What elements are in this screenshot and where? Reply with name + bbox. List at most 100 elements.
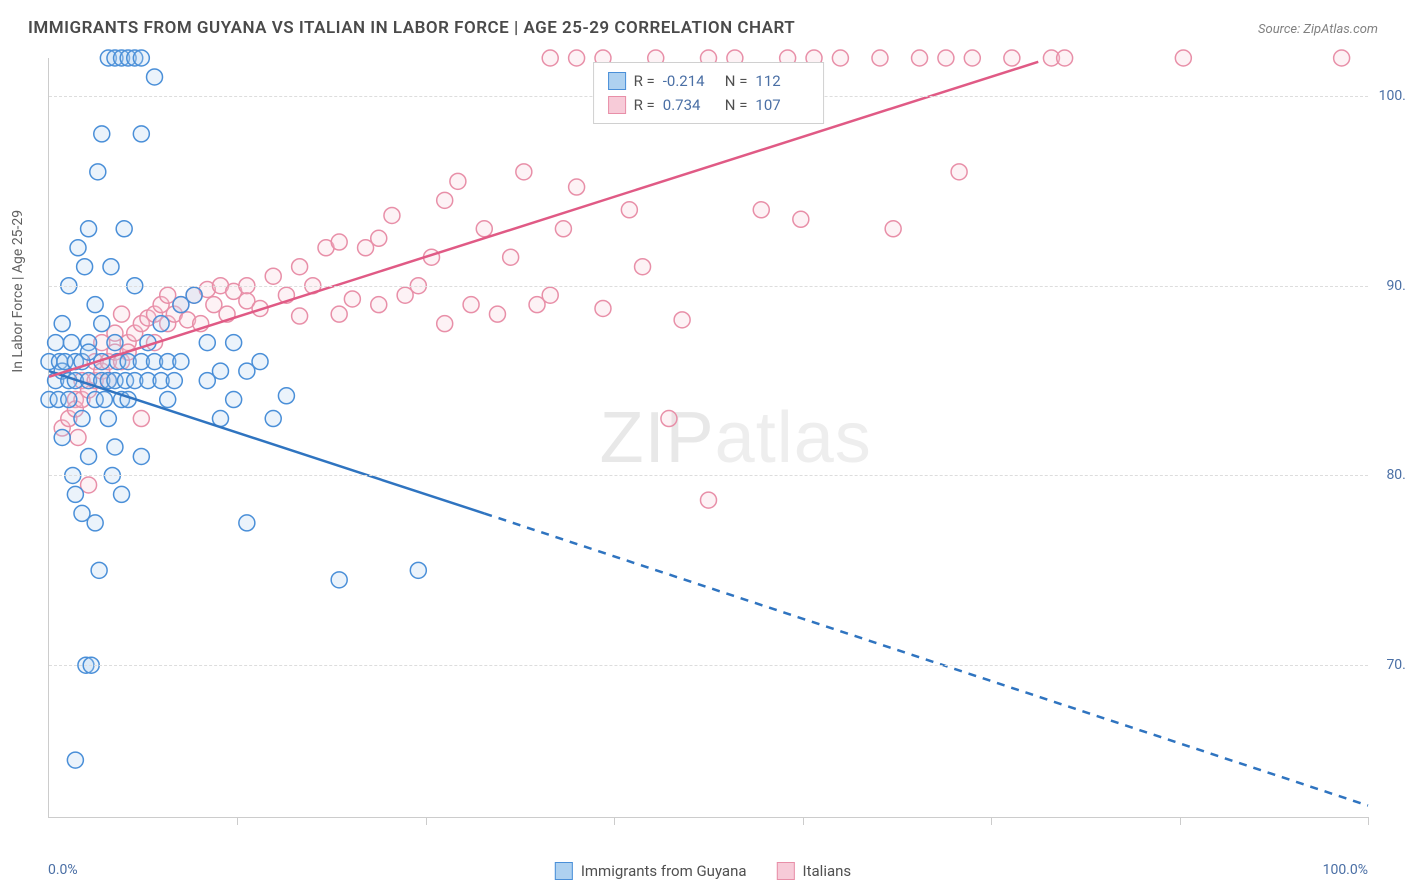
- data-point: [331, 306, 347, 322]
- data-point: [331, 572, 347, 588]
- data-point: [674, 312, 690, 328]
- data-point: [265, 411, 281, 427]
- data-point: [67, 486, 83, 502]
- source-label: Source: ZipAtlas.com: [1258, 22, 1378, 37]
- data-point: [48, 335, 64, 351]
- data-point: [384, 207, 400, 223]
- data-point: [872, 50, 888, 66]
- x-tick: [1368, 817, 1369, 825]
- data-point: [63, 335, 79, 351]
- data-point: [173, 354, 189, 370]
- y-tick-label: 100.0%: [1379, 88, 1406, 104]
- data-point: [292, 308, 308, 324]
- y-tick-label: 90.0%: [1386, 278, 1406, 294]
- data-point: [133, 126, 149, 142]
- data-point: [133, 411, 149, 427]
- data-point: [67, 752, 83, 768]
- data-point: [542, 50, 558, 66]
- data-point: [226, 392, 242, 408]
- data-point: [292, 259, 308, 275]
- chart-plot-area: ZIPatlas R = -0.214 N = 112 R = 0.734 N …: [48, 58, 1368, 818]
- r-label: R =: [634, 69, 655, 93]
- data-point: [103, 259, 119, 275]
- data-point: [463, 297, 479, 313]
- data-point: [166, 373, 182, 389]
- data-point: [70, 240, 86, 256]
- data-point: [938, 50, 954, 66]
- data-point: [77, 259, 93, 275]
- data-point: [74, 411, 90, 427]
- data-point: [116, 221, 132, 237]
- data-point: [94, 126, 110, 142]
- n-value-guyana: 112: [755, 69, 809, 93]
- data-point: [450, 173, 466, 189]
- data-point: [94, 316, 110, 332]
- data-point: [569, 50, 585, 66]
- data-point: [476, 221, 492, 237]
- data-point: [489, 306, 505, 322]
- n-value-italians: 107: [755, 93, 809, 117]
- data-point: [114, 306, 130, 322]
- data-point: [133, 448, 149, 464]
- data-point: [153, 316, 169, 332]
- data-point: [542, 287, 558, 303]
- data-point: [1004, 50, 1020, 66]
- gridline: [49, 475, 1368, 476]
- r-value-italians: 0.734: [663, 93, 717, 117]
- data-point: [133, 50, 149, 66]
- data-point: [595, 300, 611, 316]
- trend-line-extrapolated: [484, 513, 1368, 805]
- data-point: [753, 202, 769, 218]
- data-point: [81, 448, 97, 464]
- legend-label-italians: Italians: [803, 862, 852, 880]
- data-point: [226, 335, 242, 351]
- data-point: [90, 164, 106, 180]
- data-point: [61, 392, 77, 408]
- data-point: [331, 234, 347, 250]
- data-point: [87, 515, 103, 531]
- x-tick: [991, 817, 992, 825]
- data-point: [437, 192, 453, 208]
- x-tick: [426, 817, 427, 825]
- data-point: [621, 202, 637, 218]
- data-point: [54, 430, 70, 446]
- data-point: [265, 268, 281, 284]
- scatter-svg: [49, 58, 1368, 817]
- x-axis-min-label: 0.0%: [48, 862, 78, 878]
- data-point: [701, 492, 717, 508]
- swatch-italians-icon: [608, 96, 626, 114]
- data-point: [832, 50, 848, 66]
- data-point: [344, 291, 360, 307]
- x-tick: [614, 817, 615, 825]
- data-point: [239, 515, 255, 531]
- data-point: [371, 230, 387, 246]
- x-tick: [1180, 817, 1181, 825]
- data-point: [1057, 50, 1073, 66]
- data-point: [1175, 50, 1191, 66]
- data-point: [371, 297, 387, 313]
- data-point: [252, 354, 268, 370]
- gridline: [49, 665, 1368, 666]
- data-point: [555, 221, 571, 237]
- data-point: [437, 316, 453, 332]
- data-point: [410, 562, 426, 578]
- legend-row-italians: R = 0.734 N = 107: [608, 93, 810, 117]
- data-point: [885, 221, 901, 237]
- n-label: N =: [725, 69, 748, 93]
- data-point: [100, 411, 116, 427]
- legend-item-guyana: Immigrants from Guyana: [555, 862, 747, 880]
- legend-label-guyana: Immigrants from Guyana: [581, 862, 747, 880]
- r-value-guyana: -0.214: [663, 69, 717, 93]
- data-point: [661, 411, 677, 427]
- data-point: [1334, 50, 1350, 66]
- data-point: [147, 69, 163, 85]
- data-point: [96, 392, 112, 408]
- y-tick-label: 80.0%: [1386, 467, 1406, 483]
- data-point: [186, 287, 202, 303]
- swatch-italians-icon: [777, 862, 795, 880]
- legend-item-italians: Italians: [777, 862, 852, 880]
- x-tick: [237, 817, 238, 825]
- y-axis-title: In Labor Force | Age 25-29: [10, 210, 26, 373]
- data-point: [114, 486, 130, 502]
- series-legend: Immigrants from Guyana Italians: [555, 862, 851, 880]
